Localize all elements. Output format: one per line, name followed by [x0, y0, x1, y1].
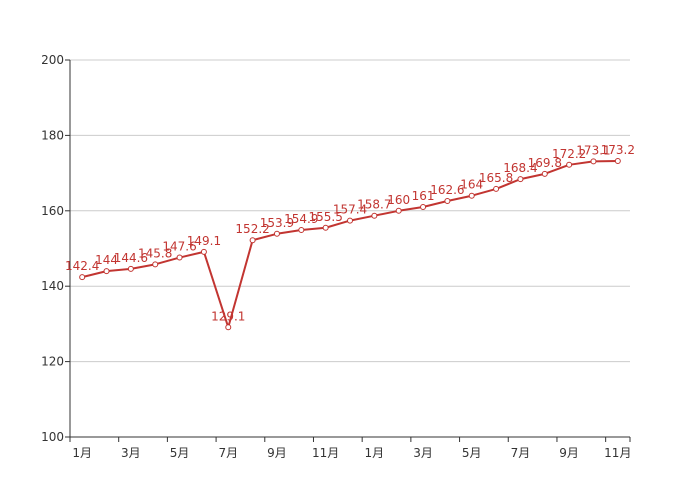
data-point[interactable] [614, 158, 621, 165]
x-tick-label: 5月 [462, 446, 482, 460]
x-tick-label: 1月 [365, 446, 385, 460]
data-point[interactable] [347, 217, 353, 224]
data-point[interactable] [566, 161, 573, 168]
data-point[interactable] [249, 237, 256, 244]
data-label: 157.4 [333, 203, 367, 217]
data-label: 144.6 [114, 251, 148, 265]
data-point[interactable] [468, 192, 475, 199]
data-point[interactable] [176, 254, 183, 261]
y-tick-label: 100 [41, 430, 64, 444]
x-tick-label: 11月 [312, 446, 339, 460]
data-label: 164 [460, 178, 483, 192]
data-point[interactable] [127, 265, 134, 272]
data-label: 173.2 [601, 143, 635, 157]
data-point[interactable] [517, 176, 524, 183]
x-tick-label: 3月 [121, 446, 141, 460]
y-tick-label: 120 [41, 355, 64, 369]
data-label: 153.9 [260, 216, 294, 230]
data-label: 169.8 [528, 156, 562, 170]
x-tick-label: 11月 [604, 446, 631, 460]
data-point[interactable] [541, 170, 548, 177]
x-tick-label: 1月 [72, 446, 92, 460]
y-tick-label: 160 [41, 204, 64, 218]
data-point[interactable] [395, 207, 402, 214]
data-label: 155.5 [308, 210, 342, 224]
data-label: 161 [412, 189, 435, 203]
data-point[interactable] [152, 261, 159, 268]
data-label: 152.2 [235, 222, 269, 236]
data-label: 149.1 [187, 234, 221, 248]
x-tick-label: 9月 [559, 446, 579, 460]
data-label: 173.1 [576, 143, 610, 157]
x-tick-label: 3月 [413, 446, 433, 460]
data-label: 142.4 [65, 259, 99, 273]
data-label: 129.1 [211, 309, 245, 323]
data-label: 172.2 [552, 147, 586, 161]
x-tick-label: 5月 [170, 446, 190, 460]
y-tick-label: 140 [41, 279, 64, 293]
data-label: 160 [387, 193, 410, 207]
data-point[interactable] [103, 268, 110, 275]
x-tick-label: 7月 [511, 446, 531, 460]
data-label: 144 [95, 253, 118, 267]
data-point[interactable] [298, 227, 305, 234]
data-point[interactable] [590, 158, 597, 165]
y-tick-label: 200 [41, 53, 64, 67]
data-point[interactable] [200, 248, 207, 255]
data-label: 147.6 [162, 240, 196, 254]
data-label: 154.9 [284, 212, 318, 226]
data-point[interactable] [420, 204, 427, 211]
data-point[interactable] [322, 224, 329, 231]
data-point[interactable] [79, 274, 86, 281]
data-labels: 142.4144144.6145.8147.6149.1129.1152.215… [65, 143, 635, 323]
x-tick-label: 7月 [218, 446, 238, 460]
data-label: 162.6 [430, 183, 464, 197]
data-point[interactable] [225, 324, 232, 331]
data-point[interactable] [444, 197, 451, 204]
x-tick-label: 9月 [267, 446, 287, 460]
y-tick-label: 180 [41, 128, 64, 142]
data-point[interactable] [371, 212, 378, 219]
data-label: 165.8 [479, 171, 513, 185]
data-point[interactable] [273, 230, 280, 237]
data-label: 145.8 [138, 246, 172, 260]
grid-lines [70, 59, 630, 363]
data-label: 158.7 [357, 198, 391, 212]
axes: 100 120 140 160 180 200 1月 3月 5月 7月 9月 11月 1月 3月 5月 7月 9… [41, 53, 631, 460]
series-layer [79, 158, 621, 331]
data-point[interactable] [493, 185, 500, 192]
data-label: 168.4 [503, 161, 537, 175]
